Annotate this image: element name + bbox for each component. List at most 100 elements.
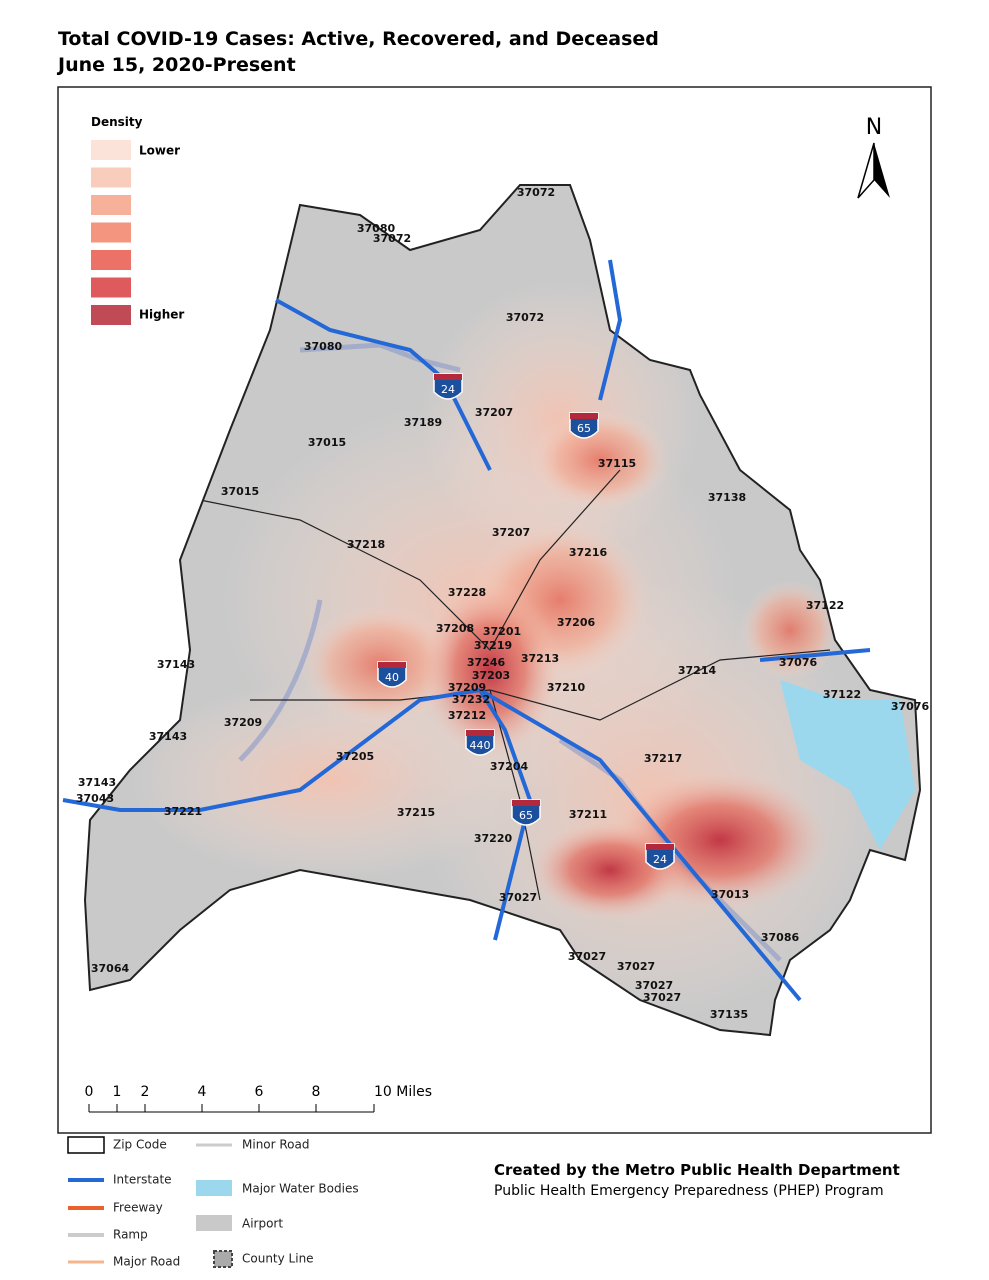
legend-label: Zip Code bbox=[113, 1138, 167, 1152]
legend-label: Interstate bbox=[113, 1173, 172, 1187]
zip-label: 37115 bbox=[598, 457, 636, 470]
zip-label: 37214 bbox=[678, 664, 717, 677]
zip-label: 37135 bbox=[710, 1008, 748, 1021]
shield-label: 24 bbox=[441, 383, 455, 396]
scale-bar: 0 1 2 4 6 8 10 Miles bbox=[85, 1084, 432, 1113]
zip-label: 37072 bbox=[506, 311, 544, 324]
title: Total COVID-19 Cases: Active, Recovered,… bbox=[58, 28, 659, 50]
zip-label: 37027 bbox=[499, 891, 537, 904]
zip-label: 37211 bbox=[569, 808, 607, 821]
zip-label: 37246 bbox=[467, 656, 506, 669]
zip-label: 37206 bbox=[557, 616, 596, 629]
zip-label: 37072 bbox=[373, 232, 411, 245]
zip-label: 37189 bbox=[404, 416, 442, 429]
density-low: Lower bbox=[139, 144, 180, 158]
zip-label: 37015 bbox=[221, 485, 259, 498]
density-swatch bbox=[91, 305, 131, 325]
legend-label: County Line bbox=[242, 1252, 314, 1266]
density-title: Density bbox=[91, 115, 143, 129]
legend-label: Major Water Bodies bbox=[242, 1182, 359, 1196]
density-high: Higher bbox=[139, 308, 184, 322]
legend-airport-swatch bbox=[196, 1215, 232, 1231]
scale-label: 4 bbox=[198, 1084, 207, 1100]
density-swatch bbox=[91, 250, 131, 270]
scale-label: 0 bbox=[85, 1084, 94, 1100]
zip-label: 37043 bbox=[76, 792, 114, 805]
zip-label: 37209 bbox=[448, 681, 486, 694]
shield-label: 40 bbox=[385, 671, 399, 684]
zip-label: 37076 bbox=[891, 700, 930, 713]
zip-label: 37212 bbox=[448, 709, 486, 722]
zip-label: 37232 bbox=[452, 693, 490, 706]
zip-label: 37138 bbox=[708, 491, 746, 504]
north-arrow bbox=[874, 143, 890, 198]
zip-label: 37207 bbox=[475, 406, 513, 419]
legend-label: Major Road bbox=[113, 1255, 180, 1269]
shield-top bbox=[434, 374, 462, 380]
zip-label: 37143 bbox=[157, 658, 195, 671]
legend: Zip Code Minor Road Interstate Major Wat… bbox=[67, 1136, 359, 1269]
legend-water-swatch bbox=[196, 1180, 232, 1196]
legend-label: Ramp bbox=[113, 1228, 148, 1242]
scale-label: 1 bbox=[113, 1084, 122, 1100]
zip-label: 37076 bbox=[779, 656, 818, 669]
zip-labels: 3707237080370723707237080371893720737015… bbox=[76, 186, 930, 1021]
shield bbox=[569, 412, 599, 439]
shield-top bbox=[646, 844, 674, 850]
zip-label: 37080 bbox=[304, 340, 343, 353]
density-ramp bbox=[91, 140, 131, 325]
zip-label: 37203 bbox=[472, 669, 510, 682]
zip-label: 37218 bbox=[347, 538, 385, 551]
zip-label: 37027 bbox=[643, 991, 681, 1004]
density bbox=[530, 410, 670, 510]
zip-label: 37209 bbox=[224, 716, 262, 729]
zip-label: 37201 bbox=[483, 625, 521, 638]
scale-label: 6 bbox=[255, 1084, 264, 1100]
legend-label: Minor Road bbox=[242, 1138, 310, 1152]
zip-label: 37013 bbox=[711, 888, 749, 901]
shield bbox=[511, 799, 541, 826]
zip-label: 37205 bbox=[336, 750, 374, 763]
zip-label: 37027 bbox=[568, 950, 606, 963]
shield-top bbox=[512, 800, 540, 806]
credit-program: Public Health Emergency Preparedness (PH… bbox=[494, 1183, 884, 1199]
zip-label: 37215 bbox=[397, 806, 435, 819]
density-swatch bbox=[91, 195, 131, 215]
shield bbox=[645, 843, 675, 870]
zip-label: 37080 bbox=[357, 222, 396, 235]
shields: 24 65 40 440 65 24 bbox=[377, 373, 675, 870]
zip-label: 37122 bbox=[806, 599, 844, 612]
shield bbox=[465, 729, 495, 756]
zip-label: 37122 bbox=[823, 688, 861, 701]
zip-label: 37027 bbox=[635, 979, 673, 992]
density-swatch bbox=[91, 140, 131, 160]
water bbox=[780, 680, 915, 850]
zip-label: 37204 bbox=[490, 760, 529, 773]
density bbox=[130, 680, 530, 880]
shield bbox=[377, 661, 407, 688]
interstate bbox=[62, 259, 871, 1002]
zip-label: 37086 bbox=[761, 931, 800, 944]
legend-zip-swatch bbox=[67, 1136, 105, 1154]
shield-label: 24 bbox=[653, 853, 667, 866]
scale-label: 8 bbox=[312, 1084, 321, 1100]
zip-label: 37220 bbox=[474, 832, 513, 845]
zip-label: 37015 bbox=[308, 436, 346, 449]
density-swatch bbox=[91, 277, 131, 298]
shield-top bbox=[466, 730, 494, 736]
shield-label: 65 bbox=[577, 422, 591, 435]
density-swatch bbox=[91, 167, 131, 188]
legend-label: Airport bbox=[242, 1217, 283, 1231]
zip-label: 37217 bbox=[644, 752, 682, 765]
legend-label: Freeway bbox=[113, 1201, 163, 1215]
zip-label: 37216 bbox=[569, 546, 608, 559]
zip-label: 37143 bbox=[149, 730, 187, 743]
zip-label: 37219 bbox=[474, 639, 512, 652]
zip-label: 37228 bbox=[448, 586, 486, 599]
zip-label: 37213 bbox=[521, 652, 559, 665]
zip-label: 37064 bbox=[91, 962, 130, 975]
shield-top bbox=[570, 413, 598, 419]
shield-label: 65 bbox=[519, 809, 533, 822]
